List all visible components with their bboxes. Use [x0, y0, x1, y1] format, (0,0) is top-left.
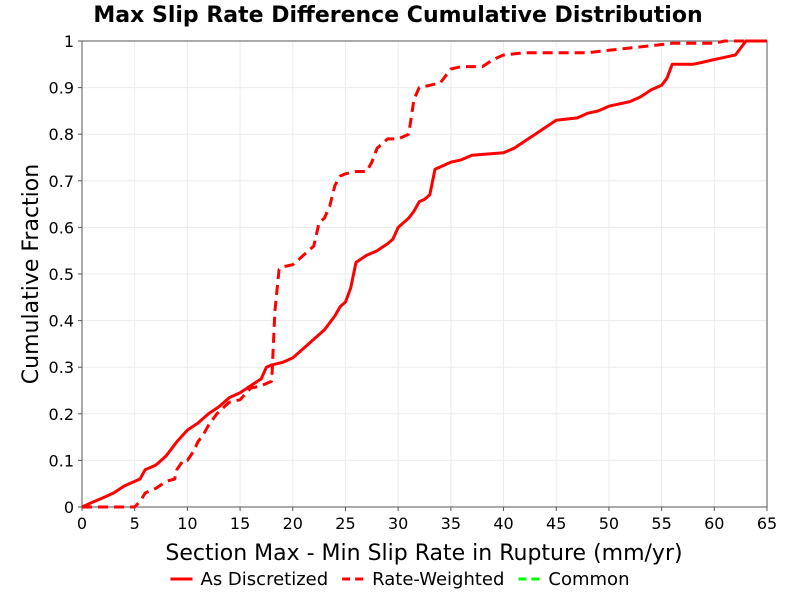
x-tick-label: 65: [757, 514, 777, 533]
y-tick-label: 0.5: [49, 265, 74, 284]
x-tick-label: 50: [599, 514, 619, 533]
x-tick-label: 10: [177, 514, 197, 533]
series-line-as-discretized: [81, 39, 767, 509]
chart-title: Max Slip Rate Difference Cumulative Dist…: [93, 3, 702, 28]
y-tick-label: 0.1: [49, 451, 74, 470]
x-tick-label: 20: [283, 514, 303, 533]
y-tick-label: 0.7: [49, 172, 74, 191]
y-tick-label: 1: [64, 32, 74, 51]
x-tick-label: 25: [335, 514, 355, 533]
legend-label: Common: [548, 569, 629, 590]
x-tick-label: 45: [546, 514, 566, 533]
y-axis-label: Cumulative Fraction: [19, 164, 44, 384]
legend-label: Rate-Weighted: [372, 569, 504, 590]
x-tick-label: 35: [441, 514, 461, 533]
y-tick-label: 0.8: [49, 125, 74, 144]
series-line-rate-weighted: [82, 39, 767, 509]
y-tick-label: 0.9: [49, 79, 74, 98]
grid: [81, 40, 768, 508]
x-axis: 0 5 10 15 20 25 30 35 40 45 50 55 60 65: [77, 507, 777, 533]
y-tick-label: 0.4: [49, 312, 74, 331]
x-tick-label: 30: [388, 514, 408, 533]
series-layer: [81, 39, 767, 509]
y-axis: 0 0.1 0.2 0.3 0.4 0.5 0.6 0.7 0.8 0.9 1: [49, 32, 82, 517]
x-tick-label: 40: [493, 514, 513, 533]
x-tick-label: 5: [130, 514, 140, 533]
x-axis-label: Section Max - Min Slip Rate in Rupture (…: [165, 541, 682, 566]
legend-label: As Discretized: [201, 569, 329, 590]
legend: As Discretized Rate-Weighted Common: [170, 569, 629, 590]
x-tick-label: 55: [651, 514, 671, 533]
x-tick-label: 60: [704, 514, 724, 533]
y-tick-label: 0.3: [49, 358, 74, 377]
x-tick-label: 0: [77, 514, 87, 533]
y-tick-label: 0.2: [49, 405, 74, 424]
y-tick-label: 0.6: [49, 218, 74, 237]
x-tick-label: 15: [230, 514, 250, 533]
y-tick-label: 0: [64, 498, 74, 517]
